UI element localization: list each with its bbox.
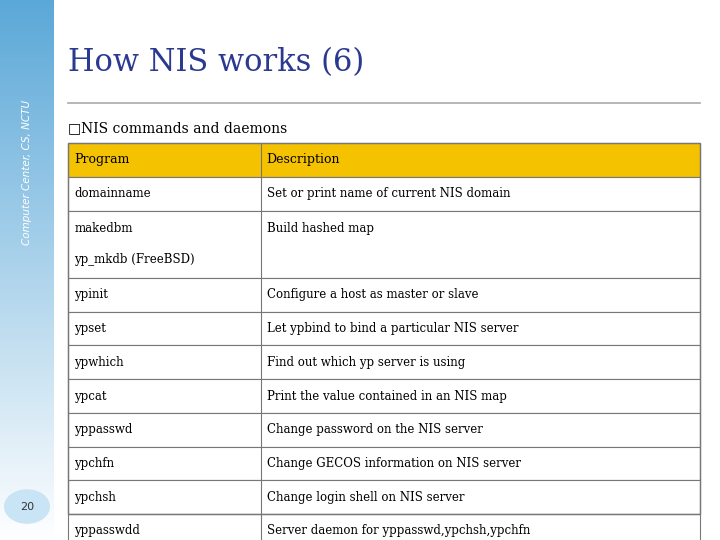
Text: Change login shell on NIS server: Change login shell on NIS server	[266, 491, 464, 504]
Text: Change GECOS information on NIS server: Change GECOS information on NIS server	[266, 457, 521, 470]
FancyBboxPatch shape	[68, 379, 700, 413]
Text: Description: Description	[266, 153, 341, 166]
Text: ypcat: ypcat	[74, 389, 107, 402]
Text: ypchsh: ypchsh	[74, 491, 116, 504]
Text: 20: 20	[20, 502, 34, 511]
Text: makedbm: makedbm	[74, 222, 132, 235]
Text: How NIS works (6): How NIS works (6)	[68, 46, 364, 78]
FancyBboxPatch shape	[68, 447, 700, 481]
FancyBboxPatch shape	[68, 481, 700, 514]
FancyBboxPatch shape	[68, 143, 700, 177]
Text: Let ypbind to bind a particular NIS server: Let ypbind to bind a particular NIS serv…	[266, 322, 518, 335]
Text: Print the value contained in an NIS map: Print the value contained in an NIS map	[266, 389, 507, 402]
Text: yp_mkdb (FreeBSD): yp_mkdb (FreeBSD)	[74, 253, 195, 266]
FancyBboxPatch shape	[68, 346, 700, 379]
Text: ypchfn: ypchfn	[74, 457, 114, 470]
Text: Computer Center, CS, NCTU: Computer Center, CS, NCTU	[22, 100, 32, 245]
Text: Set or print name of current NIS domain: Set or print name of current NIS domain	[266, 187, 510, 200]
Circle shape	[4, 489, 50, 524]
Text: Configure a host as master or slave: Configure a host as master or slave	[266, 288, 478, 301]
Text: domainname: domainname	[74, 187, 150, 200]
FancyBboxPatch shape	[68, 211, 700, 278]
Text: ypinit: ypinit	[74, 288, 108, 301]
Text: ypset: ypset	[74, 322, 106, 335]
Text: Server daemon for yppasswd,ypchsh,ypchfn: Server daemon for yppasswd,ypchsh,ypchfn	[266, 524, 530, 537]
Text: Build hashed map: Build hashed map	[266, 222, 374, 235]
Text: ypwhich: ypwhich	[74, 356, 124, 369]
FancyBboxPatch shape	[68, 514, 700, 540]
FancyBboxPatch shape	[68, 177, 700, 211]
FancyBboxPatch shape	[68, 413, 700, 447]
FancyBboxPatch shape	[68, 278, 700, 312]
Text: Program: Program	[74, 153, 130, 166]
Text: □NIS commands and daemons: □NIS commands and daemons	[68, 122, 288, 136]
Text: yppasswd: yppasswd	[74, 423, 132, 436]
FancyBboxPatch shape	[68, 312, 700, 346]
Text: Change password on the NIS server: Change password on the NIS server	[266, 423, 482, 436]
Text: Find out which yp server is using: Find out which yp server is using	[266, 356, 465, 369]
Text: yppasswdd: yppasswdd	[74, 524, 140, 537]
